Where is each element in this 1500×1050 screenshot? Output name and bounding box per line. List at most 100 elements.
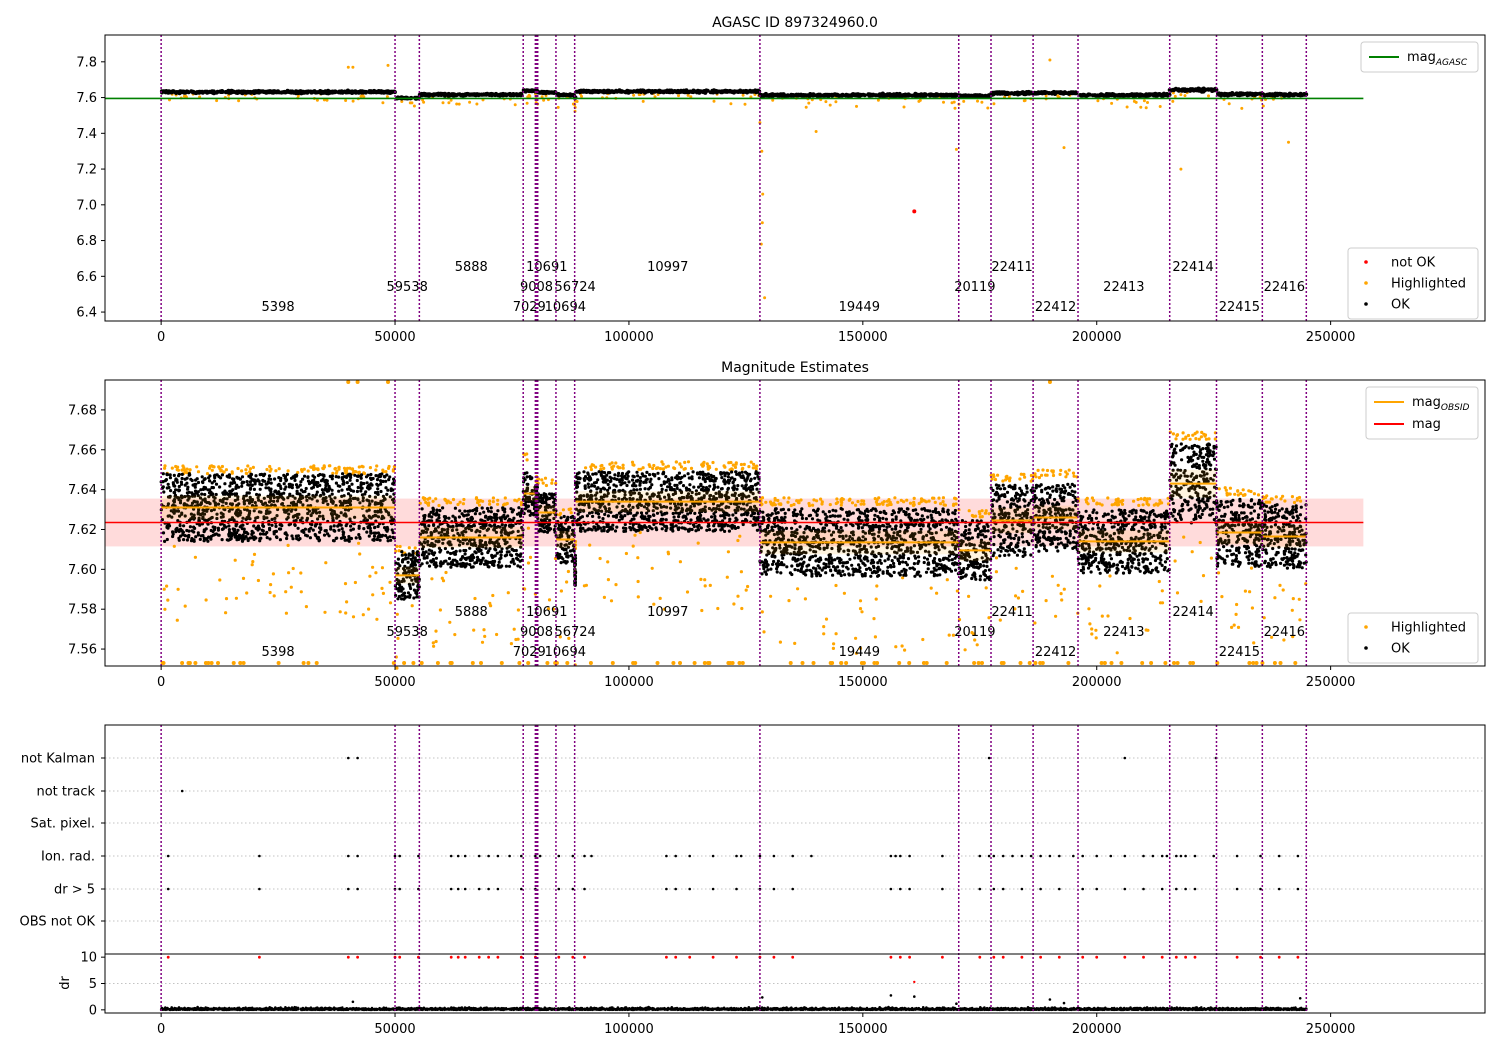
dr-capped-marker bbox=[913, 980, 916, 984]
obsid-label: 5398 bbox=[262, 300, 295, 315]
y-tick-label: 7.2 bbox=[76, 163, 97, 178]
obsid-label: 22412 bbox=[1035, 645, 1076, 660]
obsid-label: 5888 bbox=[455, 605, 488, 620]
dr-axis-label: dr bbox=[58, 976, 73, 990]
x-tick-label: 50000 bbox=[374, 675, 415, 690]
x-tick-label: 0 bbox=[157, 1022, 165, 1037]
panel-flags-axes: 0 50000 100000 150000 200000 250000 not Kalman… bbox=[20, 752, 1356, 1038]
x-tick-label: 200000 bbox=[1072, 675, 1122, 690]
x-tick-label: 150000 bbox=[838, 1022, 888, 1037]
obsid-label: 20119 bbox=[954, 625, 995, 640]
offscale-high-marker bbox=[346, 380, 351, 384]
panel-mag-title: Magnitude Estimates bbox=[721, 360, 869, 376]
legend-points: Highlighted OK bbox=[1347, 612, 1479, 664]
obsid-label: 22411 bbox=[991, 605, 1032, 620]
legend-points: not OK Highlighted OK bbox=[1347, 247, 1479, 320]
y-tick-label: 7.60 bbox=[68, 563, 97, 578]
x-tick-label: 50000 bbox=[374, 1022, 415, 1037]
y-tick-label: 10 bbox=[80, 951, 97, 966]
legend-point-swatch bbox=[1364, 625, 1368, 629]
legend-line-label: magOBSID bbox=[1412, 395, 1470, 413]
y-tick-label: 5 bbox=[89, 977, 97, 992]
legend-point-swatch bbox=[1364, 260, 1368, 264]
x-tick-label: 200000 bbox=[1072, 330, 1122, 345]
obsid-label: 10694 bbox=[545, 300, 586, 315]
obsid-label: 22412 bbox=[1035, 300, 1076, 315]
x-tick-label: 50000 bbox=[374, 330, 415, 345]
offscale-high-marker bbox=[355, 380, 360, 384]
obsid-label: 10694 bbox=[545, 645, 586, 660]
obsid-label: 9008 bbox=[520, 625, 553, 640]
legend-point-swatch bbox=[1364, 302, 1368, 306]
obsid-label: 22414 bbox=[1172, 605, 1213, 620]
legend-point-label: Highlighted bbox=[1391, 277, 1466, 292]
y-tick-label: 6.8 bbox=[76, 234, 97, 249]
panel-flags-frame bbox=[104, 724, 1486, 1014]
y-tick-label: 6.4 bbox=[76, 306, 97, 321]
x-tick-label: 100000 bbox=[604, 330, 654, 345]
legend-mag-agasc: magAGASC bbox=[1360, 41, 1479, 73]
y-tick-label: 0 bbox=[89, 1003, 97, 1018]
dr-points bbox=[159, 994, 1308, 1012]
x-tick-label: 0 bbox=[157, 675, 165, 690]
panel-agasc-plot bbox=[105, 35, 1364, 321]
y-tick-label: 7.66 bbox=[68, 443, 97, 458]
legend-mag-lines: magOBSID mag bbox=[1365, 386, 1479, 440]
y-tick-label: 7.62 bbox=[68, 523, 97, 538]
offscale-high-marker bbox=[1047, 380, 1052, 384]
y-tick-label: 7.56 bbox=[68, 643, 97, 658]
obsid-label: 19449 bbox=[839, 645, 880, 660]
legend-point-swatch bbox=[1364, 281, 1368, 285]
ok-points bbox=[159, 442, 1308, 601]
x-tick-label: 250000 bbox=[1306, 675, 1356, 690]
legend-line-label: mag bbox=[1412, 417, 1441, 432]
flag-row-label: Sat. pixel. bbox=[31, 817, 95, 832]
flag-row-label: Ion. rad. bbox=[41, 850, 95, 865]
obsid-labels: 5398 59538 5888 7029 9008 10691 10694 56724 1099… bbox=[262, 605, 1305, 660]
panel-agasc-frame bbox=[104, 34, 1486, 322]
offscale-high-marker bbox=[386, 380, 391, 384]
obsid-label: 22413 bbox=[1103, 280, 1144, 295]
panel-flags: 0 50000 100000 150000 200000 250000 not Kalman… bbox=[20, 724, 1486, 1038]
obsid-label: 22411 bbox=[991, 260, 1032, 275]
y-tick-label: 7.6 bbox=[76, 91, 97, 106]
legend-point-label: OK bbox=[1391, 642, 1410, 657]
obsid-label: 22416 bbox=[1264, 625, 1305, 640]
not-ok-point bbox=[912, 209, 917, 214]
obsid-label: 7029 bbox=[513, 300, 546, 315]
obsid-label: 22415 bbox=[1219, 645, 1260, 660]
y-tick-label: 7.0 bbox=[76, 198, 97, 213]
obsid-label: 10691 bbox=[526, 260, 567, 275]
x-tick-label: 250000 bbox=[1306, 1022, 1356, 1037]
obsid-label: 59538 bbox=[387, 280, 428, 295]
legend-point-swatch bbox=[1364, 646, 1368, 650]
obsid-label: 22415 bbox=[1219, 300, 1260, 315]
panel-agasc: AGASC ID 897324960.0 5398595385888702990… bbox=[76, 15, 1486, 345]
flag-row-label: not track bbox=[36, 785, 95, 800]
x-tick-label: 250000 bbox=[1306, 330, 1356, 345]
flag-row-label: not Kalman bbox=[21, 752, 95, 767]
panel-agasc-axes: 0 50000 100000 150000 200000 250000 6.4 6.6 6.8 7… bbox=[76, 55, 1355, 345]
y-tick-label: 7.64 bbox=[68, 483, 97, 498]
obsid-label: 10997 bbox=[647, 260, 688, 275]
obsid-label: 5888 bbox=[455, 260, 488, 275]
obsid-label: 59538 bbox=[387, 625, 428, 640]
y-tick-label: 7.4 bbox=[76, 127, 97, 142]
panel-agasc-title: AGASC ID 897324960.0 bbox=[712, 15, 878, 31]
panel-magnitude-estimates: Magnitude Estimates 5398 59538 5888 7029 900… bbox=[68, 360, 1486, 690]
x-tick-label: 100000 bbox=[604, 675, 654, 690]
flag-row-label: dr > 5 bbox=[54, 883, 95, 898]
panel-flags-plot bbox=[105, 725, 1485, 1013]
obsid-label: 10997 bbox=[647, 605, 688, 620]
legend-point-label: OK bbox=[1391, 298, 1410, 313]
panel-mag-frame bbox=[104, 379, 1486, 667]
x-tick-label: 150000 bbox=[838, 675, 888, 690]
x-tick-label: 200000 bbox=[1072, 1022, 1122, 1037]
obsid-label: 56724 bbox=[554, 625, 595, 640]
obsid-label: 19449 bbox=[839, 300, 880, 315]
x-tick-label: 100000 bbox=[604, 1022, 654, 1037]
legend-point-label: not OK bbox=[1391, 256, 1436, 271]
obsid-label: 10691 bbox=[526, 605, 567, 620]
obsid-label: 22414 bbox=[1172, 260, 1213, 275]
